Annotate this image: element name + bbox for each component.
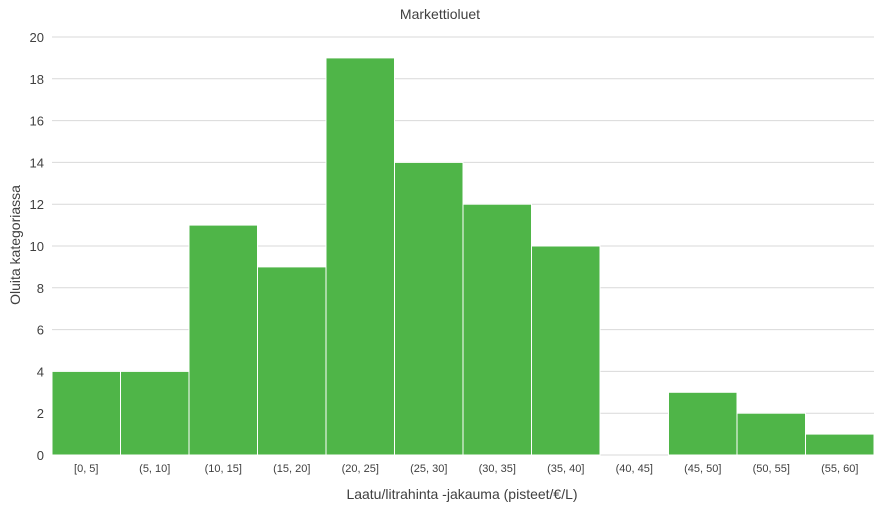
x-tick-label: (30, 35] (479, 463, 516, 475)
y-tick-label: 14 (30, 155, 44, 170)
x-tick-label: (10, 15] (205, 463, 242, 475)
bar-0 (51, 370, 121, 456)
bar-5 (394, 161, 464, 456)
x-tick-label: (5, 10] (139, 463, 170, 475)
x-tick-label: (20, 25] (342, 463, 379, 475)
x-tick-label: (50, 55] (753, 463, 790, 475)
bar-9 (668, 391, 738, 456)
bar-6 (462, 203, 532, 456)
x-tick-label: (35, 40] (547, 463, 584, 475)
bar-1 (120, 370, 190, 456)
chart-title: Markettioluet (400, 6, 480, 22)
y-axis-label: Oluita kategoriassa (7, 185, 23, 305)
bar-10 (736, 412, 806, 456)
x-tick-label: (45, 50] (684, 463, 721, 475)
bar-7 (531, 245, 601, 456)
bar-2 (188, 224, 258, 456)
y-tick-label: 2 (37, 406, 44, 421)
y-tick-label: 4 (37, 364, 44, 379)
bar-4 (325, 57, 395, 456)
x-axis-ticks: [0, 5] (5, 10] (10, 15] (15, 20] (20, 25] (25… (74, 463, 858, 475)
x-tick-label: (15, 20] (273, 463, 310, 475)
y-tick-label: 20 (30, 30, 44, 45)
bars (51, 57, 875, 456)
x-tick-label: (40, 45] (616, 463, 653, 475)
x-tick-label: [0, 5] (74, 463, 98, 475)
y-tick-label: 16 (30, 114, 44, 129)
x-tick-label: (55, 60] (821, 463, 858, 475)
y-tick-label: 18 (30, 72, 44, 87)
y-tick-label: 12 (30, 197, 44, 212)
y-tick-label: 0 (37, 448, 44, 463)
bar-11 (805, 433, 875, 456)
y-tick-label: 10 (30, 239, 44, 254)
y-tick-label: 6 (37, 323, 44, 338)
x-axis-label: Laatu/litrahinta -jakauma (pisteet/€/L) (346, 486, 577, 502)
y-tick-label: 8 (37, 281, 44, 296)
y-axis-ticks: 0 2 4 6 8 10 12 14 16 18 20 (30, 30, 44, 463)
bar-3 (257, 266, 327, 456)
x-tick-label: (25, 30] (410, 463, 447, 475)
